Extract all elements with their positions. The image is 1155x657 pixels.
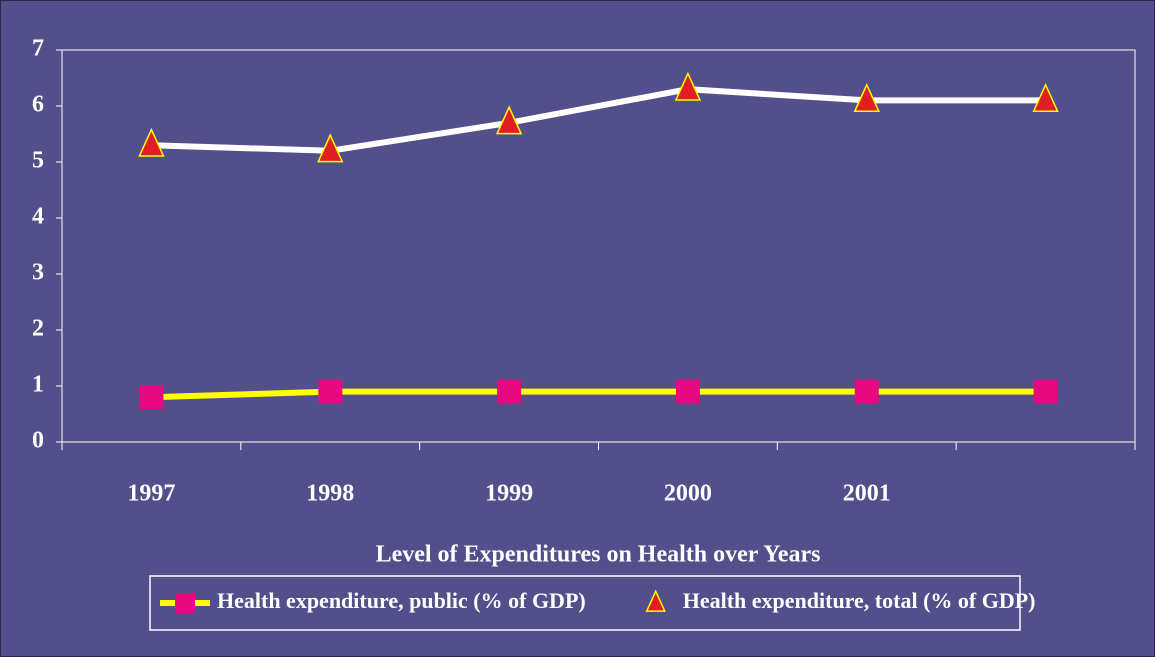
y-tick-label: 2: [32, 316, 44, 342]
marker: [1032, 82, 1059, 112]
x-tick-label: 1998: [306, 481, 354, 507]
legend-label: Health expenditure, total (% of GDP): [683, 588, 1036, 613]
x-axis-title: Level of Expenditures on Health over Yea…: [376, 542, 821, 568]
marker: [138, 127, 165, 157]
y-tick-label: 3: [32, 260, 44, 286]
marker: [497, 379, 522, 404]
y-tick-label: 5: [32, 148, 44, 174]
x-tick-label: 1997: [127, 481, 175, 507]
marker: [674, 71, 702, 101]
marker: [175, 593, 195, 613]
y-tick-label: 0: [32, 428, 44, 454]
y-tick-label: 6: [32, 92, 44, 118]
series-line: [151, 388, 1046, 401]
marker: [853, 82, 880, 112]
series-line: [151, 86, 1046, 154]
marker: [675, 379, 700, 404]
x-tick-label: 1999: [485, 481, 533, 507]
marker: [317, 133, 344, 163]
x-tick-label: 2000: [664, 481, 712, 507]
marker: [1033, 379, 1058, 404]
legend-label: Health expenditure, public (% of GDP): [217, 588, 586, 613]
y-tick-label: 1: [32, 372, 44, 398]
y-tick-label: 7: [32, 36, 44, 62]
marker: [139, 385, 164, 410]
y-tick-label: 4: [32, 204, 44, 230]
marker: [495, 105, 523, 135]
marker: [854, 379, 879, 404]
marker: [645, 589, 666, 612]
legend-box: [149, 575, 1021, 631]
marker: [318, 379, 343, 404]
x-tick-label: 2001: [843, 481, 891, 507]
